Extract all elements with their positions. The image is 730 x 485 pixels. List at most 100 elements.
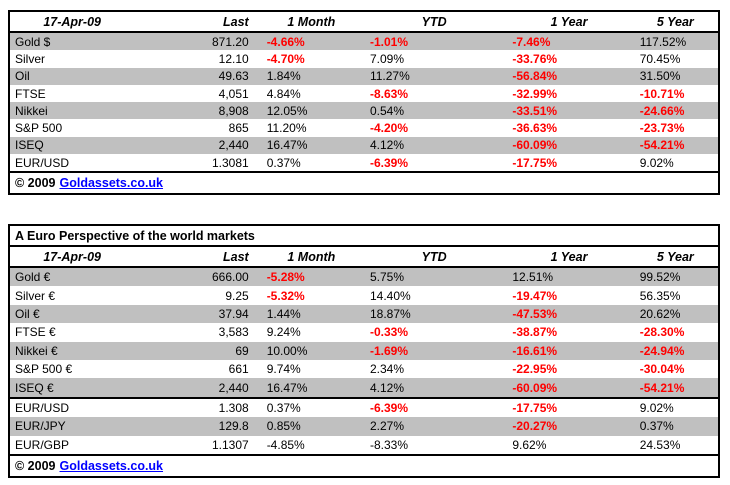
pct-value: 16.47% bbox=[259, 378, 363, 398]
table-row: S&P 500 865 11.20% -4.20% -36.63% -23.73% bbox=[9, 119, 719, 136]
row-label: EUR/USD bbox=[15, 155, 70, 170]
pct-value: 18.87% bbox=[362, 304, 506, 324]
row-label: FTSE bbox=[15, 86, 46, 101]
goldassets-link[interactable]: Goldassets.co.uk bbox=[59, 176, 164, 191]
last-value: 1.308 bbox=[134, 396, 260, 418]
table-row: S&P 500 € 661 9.74% 2.34% -22.95% -30.04% bbox=[9, 360, 719, 378]
table-row: FTSE 4,051 4.84% -8.63% -32.99% -10.71% bbox=[9, 85, 719, 102]
table-title: A Euro Perspective of the world markets bbox=[9, 225, 719, 247]
pct-value: 0.37% bbox=[259, 396, 363, 418]
row-label: Oil € bbox=[9, 304, 135, 324]
pct-value: 11.20% bbox=[266, 121, 307, 136]
table-row: Nikkei €69 10.00% -1.69% -16.61% -24.94% bbox=[9, 341, 719, 360]
pct-value: -8.33% bbox=[369, 437, 408, 452]
last-value: 8,908 bbox=[134, 102, 260, 120]
pct-value: 4.12% bbox=[362, 378, 506, 398]
copyright-text: © 2009 bbox=[15, 458, 56, 473]
table-row: ISEQ 2,440 16.47% 4.12% -60.09% -54.21% bbox=[9, 136, 719, 155]
pct-value: 99.52% bbox=[632, 267, 719, 287]
last-value: 4,051 bbox=[218, 86, 249, 101]
pct-value: -16.61% bbox=[505, 341, 633, 360]
pct-value: 0.37% bbox=[266, 155, 301, 170]
column-header: 5 Year bbox=[632, 11, 719, 33]
pct-value: -56.84% bbox=[505, 67, 633, 85]
row-label: Gold € bbox=[9, 267, 135, 287]
footer-cell: © 2009 Goldassets.co.uk bbox=[9, 453, 719, 477]
last-value: 49.63 bbox=[134, 67, 260, 85]
pct-value: 14.40% bbox=[369, 288, 411, 303]
table-title-row: A Euro Perspective of the world markets bbox=[9, 225, 719, 247]
last-value: 69 bbox=[134, 341, 260, 360]
pct-value: -22.95% bbox=[512, 362, 558, 377]
row-label: Silver € bbox=[15, 288, 56, 303]
last-value: 871.20 bbox=[134, 32, 260, 51]
pct-value: -24.66% bbox=[632, 102, 719, 120]
pct-value: 4.12% bbox=[362, 136, 506, 155]
date-header: 17-Apr-09 bbox=[9, 246, 135, 268]
row-label: ISEQ bbox=[9, 136, 135, 155]
table-row: EUR/JPY 129.8 0.85% 2.27% -20.27% 0.37% bbox=[9, 417, 719, 436]
pct-value: -30.04% bbox=[639, 362, 685, 377]
last-value: 1.1307 bbox=[211, 437, 249, 452]
pct-value: -32.99% bbox=[512, 86, 558, 101]
pct-value: -0.33% bbox=[369, 325, 408, 340]
column-header: 1 Year bbox=[505, 246, 633, 268]
last-value: 9.25 bbox=[225, 288, 249, 303]
copyright-text: © 2009 bbox=[15, 176, 56, 191]
row-label: Oil bbox=[9, 67, 135, 85]
row-label: Nikkei bbox=[9, 102, 135, 120]
row-label: EUR/USD bbox=[9, 396, 135, 418]
column-header: 1 Year bbox=[505, 11, 633, 33]
table-row: Oil €37.94 1.44% 18.87% -47.53% 20.62% bbox=[9, 304, 719, 324]
pct-value: 12.51% bbox=[505, 267, 633, 287]
last-value: 129.8 bbox=[134, 417, 260, 436]
pct-value: -47.53% bbox=[505, 304, 633, 324]
column-header: Last bbox=[134, 11, 260, 33]
pct-value: -8.63% bbox=[369, 86, 408, 101]
table-row: Silver 12.10 -4.70% 7.09% -33.76% 70.45% bbox=[9, 50, 719, 67]
pct-value: -4.66% bbox=[259, 32, 363, 51]
column-header: 5 Year bbox=[632, 246, 719, 268]
pct-value: 70.45% bbox=[639, 51, 681, 66]
pct-value: 20.62% bbox=[632, 304, 719, 324]
footer-row: © 2009 Goldassets.co.uk bbox=[9, 171, 719, 195]
pct-value: -4.85% bbox=[266, 437, 305, 452]
pct-value: -33.76% bbox=[512, 51, 558, 66]
row-label: ISEQ € bbox=[9, 378, 135, 398]
last-value: 2,440 bbox=[134, 378, 260, 398]
pct-value: -10.71% bbox=[639, 86, 685, 101]
pct-value: 1.44% bbox=[259, 304, 363, 324]
pct-value: 0.54% bbox=[362, 102, 506, 120]
table-row: Nikkei 8,908 12.05% 0.54% -33.51% -24.66% bbox=[9, 102, 719, 120]
usd-markets-table: 17-Apr-09 Last 1 Month YTD 1 Year 5 Year Gold … bbox=[8, 10, 720, 196]
column-header: YTD bbox=[362, 11, 506, 33]
pct-value: -28.30% bbox=[639, 325, 685, 340]
goldassets-link[interactable]: Goldassets.co.uk bbox=[59, 458, 164, 473]
last-value: 2,440 bbox=[134, 136, 260, 155]
last-value: 37.94 bbox=[134, 304, 260, 324]
pct-value: -7.46% bbox=[505, 32, 633, 51]
table-row: EUR/USD 1.308 0.37% -6.39% -17.75% 9.02% bbox=[9, 396, 719, 418]
pct-value: 5.75% bbox=[362, 267, 506, 287]
row-label: Gold $ bbox=[9, 32, 135, 51]
row-label: Silver bbox=[15, 51, 46, 66]
row-label: S&P 500 bbox=[15, 121, 63, 136]
column-header: YTD bbox=[362, 246, 506, 268]
last-value: 12.10 bbox=[218, 51, 249, 66]
pct-value: 9.02% bbox=[632, 396, 719, 418]
column-header: 1 Month bbox=[259, 11, 363, 33]
pct-value: 56.35% bbox=[639, 288, 681, 303]
pct-value: -6.39% bbox=[362, 396, 506, 418]
euro-markets-table: A Euro Perspective of the world markets 1… bbox=[8, 224, 720, 478]
pct-value: -33.51% bbox=[505, 102, 633, 120]
pct-value: -5.32% bbox=[266, 288, 305, 303]
date-header: 17-Apr-09 bbox=[9, 11, 135, 33]
header-row: 17-Apr-09 Last 1 Month YTD 1 Year 5 Year bbox=[9, 246, 719, 268]
row-label: EUR/JPY bbox=[9, 417, 135, 436]
pct-value: 7.09% bbox=[369, 51, 404, 66]
last-value: 666.00 bbox=[134, 267, 260, 287]
last-value: 1.3081 bbox=[211, 155, 249, 170]
pct-value: 9.02% bbox=[639, 155, 674, 170]
pct-value: 16.47% bbox=[259, 136, 363, 155]
pct-value: -36.63% bbox=[512, 121, 558, 136]
